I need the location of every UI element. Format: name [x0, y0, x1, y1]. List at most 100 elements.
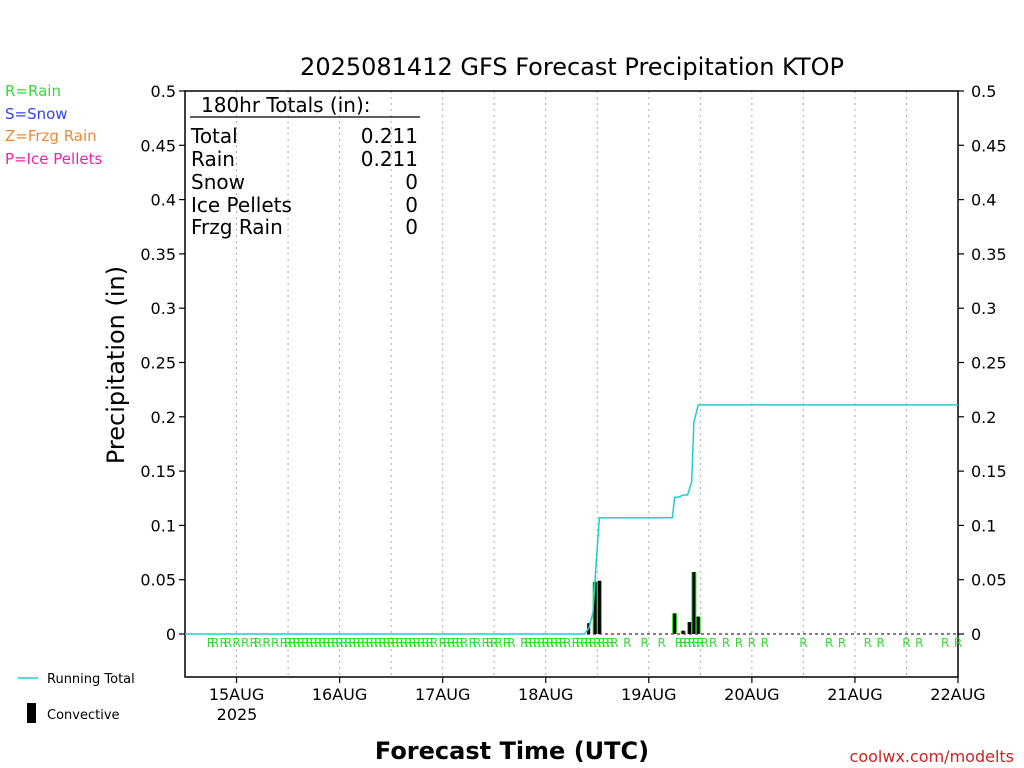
ptype-marker: R	[370, 636, 378, 650]
ptype-marker: R	[593, 636, 601, 650]
ptype-marker: R	[340, 636, 348, 650]
totals-value-frzg-rain: 0	[405, 215, 418, 239]
ptype-marker: R	[954, 636, 962, 650]
ptype-marker: R	[219, 636, 227, 650]
ptype-marker: R	[400, 636, 408, 650]
convective-bar	[696, 616, 700, 634]
totals-label-snow: Snow	[191, 170, 245, 194]
chart-title: 2025081412 GFS Forecast Precipitation KT…	[300, 53, 844, 81]
ptype-marker: R	[537, 636, 545, 650]
ptype-marker: R	[211, 636, 219, 650]
ptype-marker: R	[606, 636, 614, 650]
x-tick-label: 21AUG	[827, 685, 882, 704]
ptype-marker: R	[357, 636, 365, 650]
ptype-marker: R	[292, 636, 300, 650]
ptype-marker: R	[825, 636, 833, 650]
ptype-marker: R	[589, 636, 597, 650]
totals-label-total: Total	[190, 124, 238, 148]
ptype-marker: R	[658, 636, 666, 650]
ptype-marker: R	[331, 636, 339, 650]
ptype-marker: R	[344, 636, 352, 650]
ptype-marker: R	[361, 636, 369, 650]
ptype-marker: R	[271, 636, 279, 650]
ptype-marker: R	[529, 636, 537, 650]
ptype-marker: R	[554, 636, 562, 650]
ptype-marker: R	[735, 636, 743, 650]
ptype-marker: R	[623, 636, 631, 650]
y-tick-label-right: 0.45	[971, 136, 1007, 155]
y-tick-label-left: 0.25	[140, 354, 176, 373]
ptype-marker: R	[688, 636, 696, 650]
x-tick-label: 15AUG	[209, 685, 264, 704]
ptype-marker: R	[563, 636, 571, 650]
ptype-marker: R	[503, 636, 511, 650]
ptype-marker: R	[310, 636, 318, 650]
y-tick-label-right: 0.5	[971, 82, 996, 101]
y-tick-label-left: 0.2	[151, 408, 176, 427]
y-tick-label-left: 0.4	[151, 191, 176, 210]
ptype-marker: R	[550, 636, 558, 650]
y-tick-label-right: 0.4	[971, 191, 996, 210]
totals-header: 180hr Totals (in):	[201, 93, 371, 117]
y-tick-label-right: 0.1	[971, 516, 996, 535]
x-tick-label: 18AUG	[518, 685, 573, 704]
grid-lines	[236, 91, 907, 677]
plot-frame	[184, 90, 959, 678]
ptype-marker: R	[408, 636, 416, 650]
totals-value-snow: 0	[405, 170, 418, 194]
ptype-marker: R	[383, 636, 391, 650]
y-tick-label-right: 0.2	[971, 408, 996, 427]
ptype-marker: R	[396, 636, 404, 650]
convective-bar	[593, 581, 597, 634]
convective-bar	[688, 622, 692, 634]
ptype-legend: R=Rain S=Snow Z=Frzg Rain P=Ice Pellets	[5, 82, 102, 168]
x-axis-label: Forecast Time (UTC)	[375, 737, 649, 765]
ptype-marker: R	[451, 636, 459, 650]
ptype-marker: R	[469, 636, 477, 650]
legend-snow: S=Snow	[5, 105, 68, 123]
ptype-marker: R	[675, 636, 683, 650]
ptype-marker: R	[597, 636, 605, 650]
ptype-marker: R	[314, 636, 322, 650]
running-total-line	[185, 404, 958, 635]
ptype-marker: R	[318, 636, 326, 650]
convective-bars	[587, 572, 701, 634]
ptype-marker: R	[241, 636, 249, 650]
y-tick-label-left: 0.35	[140, 245, 176, 264]
legend-ice-pellets: P=Ice Pellets	[5, 150, 102, 168]
running-total-line	[185, 404, 958, 635]
convective-bar	[673, 613, 677, 634]
ptype-marker: R	[520, 636, 528, 650]
y-tick-label-right: 0	[971, 625, 981, 644]
ptype-marker: R	[456, 636, 464, 650]
ptype-marker: R	[679, 636, 687, 650]
ptype-marker: R	[877, 636, 885, 650]
x-tick-label: 17AUG	[415, 685, 470, 704]
ptype-marker: R	[323, 636, 331, 650]
ptype-marker: R	[864, 636, 872, 650]
x-tick-label: 19AUG	[621, 685, 676, 704]
y-tick-label-left: 0.05	[140, 571, 176, 590]
ptype-marker: R	[481, 636, 489, 650]
ptype-marker: R	[404, 636, 412, 650]
totals-label-ice-pellets: Ice Pellets	[191, 193, 292, 217]
y-tick-label-right: 0.15	[971, 462, 1007, 481]
convective-legend-swatch	[27, 703, 36, 723]
y-axis-label: Precipitation (in)	[102, 266, 130, 464]
ptype-marker: R	[224, 636, 232, 650]
ptype-marker: R	[443, 636, 451, 650]
y-tick-label-left: 0	[166, 625, 176, 644]
totals-label-frzg-rain: Frzg Rain	[191, 215, 283, 239]
ptype-marker: R	[490, 636, 498, 650]
ptype-marker: R	[524, 636, 532, 650]
series-legend: Running Total Convective	[18, 672, 135, 723]
ptype-marker: R	[580, 636, 588, 650]
ptype-marker: R	[305, 636, 313, 650]
totals-value-rain: 0.211	[361, 147, 418, 171]
ptype-marker: R	[374, 636, 382, 650]
x-tick-label: 20AUG	[724, 685, 779, 704]
ptype-marker: R	[438, 636, 446, 650]
convective-bar	[692, 572, 696, 634]
ptype-marker: R	[941, 636, 949, 650]
